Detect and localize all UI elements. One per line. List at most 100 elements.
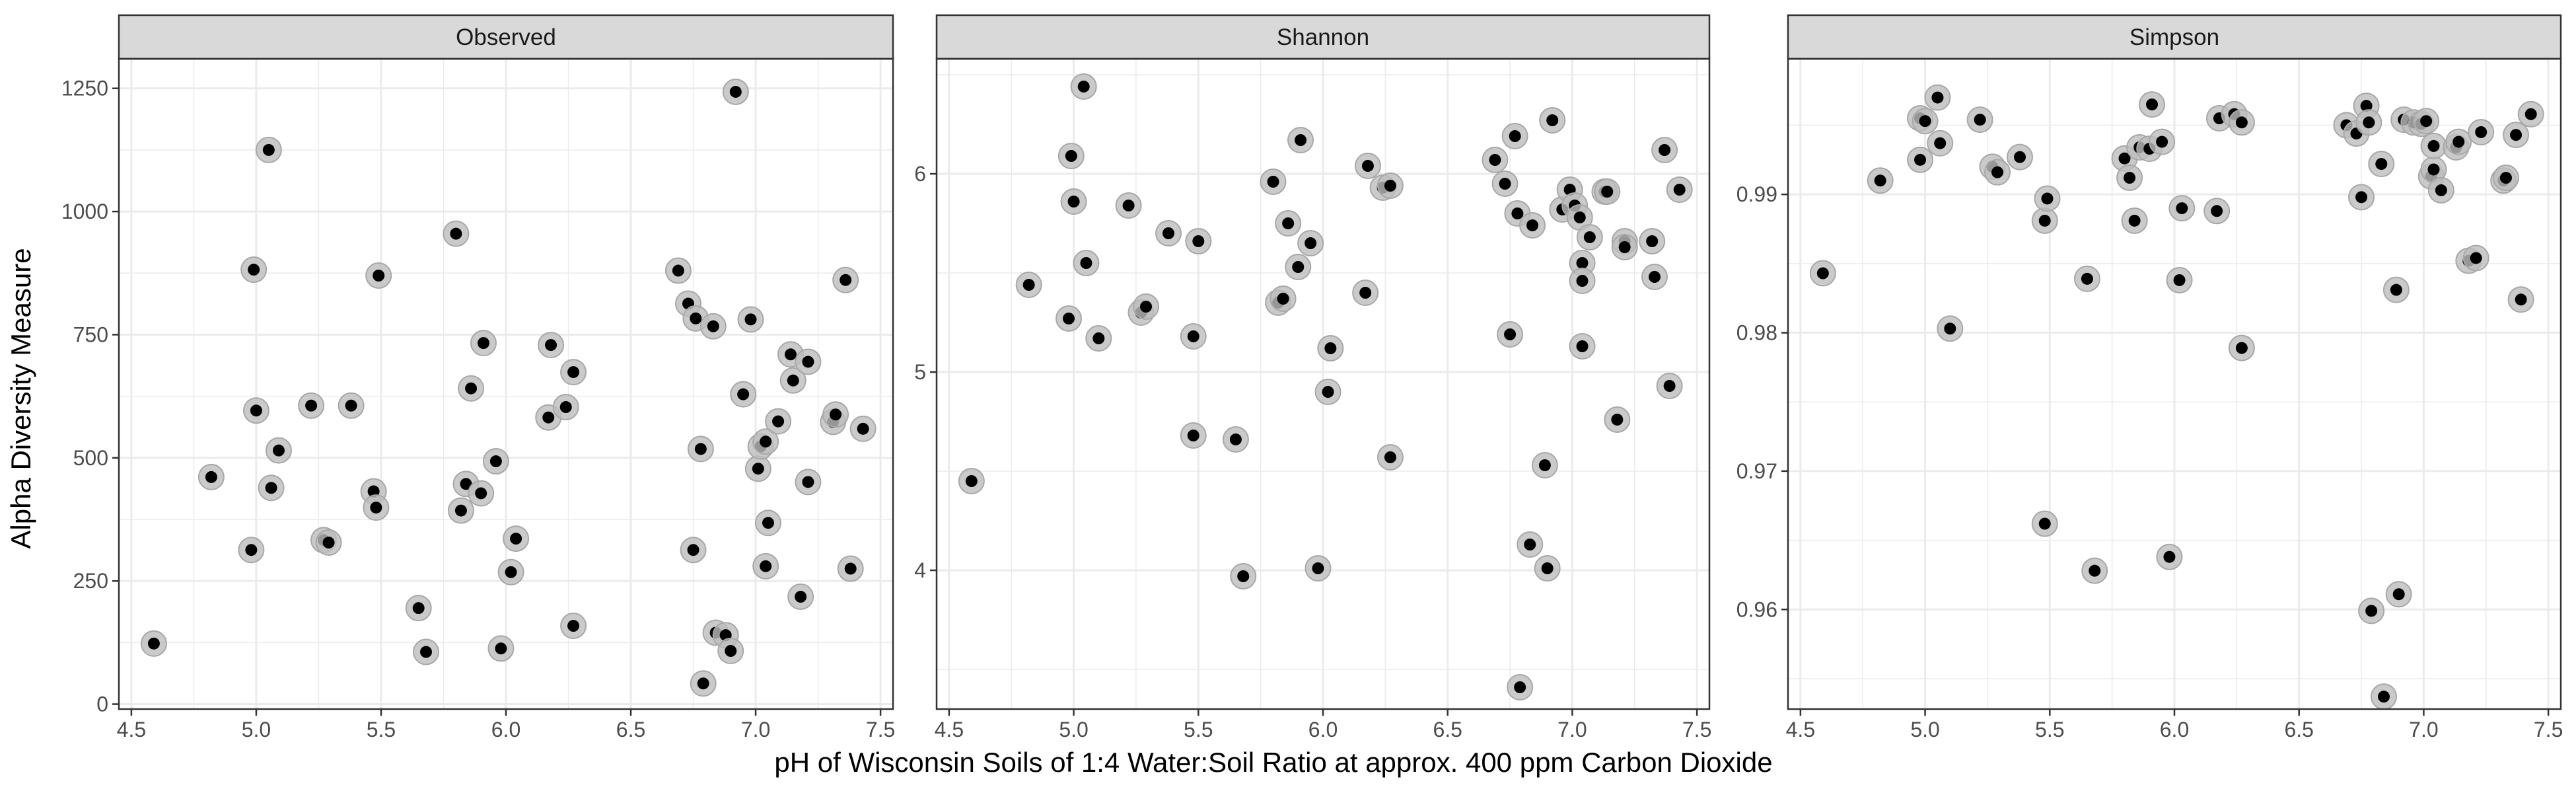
panel-title: Shannon — [1277, 24, 1369, 50]
data-point — [1526, 219, 1539, 231]
data-point — [1163, 227, 1174, 239]
data-point — [420, 646, 433, 658]
data-point — [345, 399, 357, 412]
y-tick-label: 0.99 — [1736, 182, 1777, 206]
data-point — [795, 591, 807, 603]
data-point — [1080, 257, 1092, 269]
x-tick-label: 6.5 — [616, 718, 645, 741]
data-point — [694, 443, 707, 455]
data-point — [1489, 154, 1501, 166]
data-point — [1063, 313, 1075, 324]
data-point — [787, 374, 799, 387]
data-point — [1618, 241, 1631, 253]
x-tick-label: 6.5 — [2284, 718, 2313, 741]
data-point — [1991, 166, 2004, 178]
data-point — [465, 382, 478, 395]
data-point — [1934, 137, 1947, 149]
data-point — [1874, 174, 1886, 187]
data-point — [542, 411, 555, 424]
data-point — [147, 637, 160, 650]
x-tick-label: 4.5 — [1786, 718, 1815, 741]
data-point — [687, 544, 699, 556]
data-point — [1065, 150, 1077, 162]
data-point — [1237, 570, 1250, 582]
data-point — [2176, 202, 2188, 215]
data-point — [760, 560, 772, 572]
data-point — [1541, 562, 1554, 574]
data-point — [1312, 562, 1324, 574]
data-point — [1974, 114, 1986, 126]
strip-background — [118, 14, 894, 60]
y-tick-label: 0.96 — [1736, 597, 1777, 621]
data-point — [772, 415, 785, 428]
data-point — [760, 435, 772, 448]
x-tick-label: 6.0 — [2160, 718, 2189, 741]
data-point — [248, 264, 260, 276]
x-tick-label: 7.0 — [741, 718, 770, 741]
panel-title: Simpson — [2129, 24, 2219, 50]
data-point — [690, 312, 702, 324]
data-point — [2163, 550, 2176, 563]
data-point — [1267, 176, 1279, 188]
data-point — [2211, 205, 2223, 217]
data-point — [2235, 342, 2248, 354]
y-axis-title: Alpha Diversity Measure — [5, 248, 36, 548]
data-point — [1192, 235, 1205, 247]
data-point — [762, 517, 774, 529]
data-point — [1576, 340, 1589, 352]
data-point — [2081, 272, 2093, 285]
data-point — [1229, 434, 1242, 445]
data-point — [477, 337, 489, 350]
data-point — [1187, 430, 1199, 441]
data-point — [1816, 267, 1829, 280]
data-point — [802, 356, 814, 368]
data-point — [205, 471, 217, 483]
data-point — [1305, 237, 1317, 249]
data-point — [2470, 252, 2482, 264]
data-point — [567, 620, 580, 632]
data-point — [1295, 134, 1307, 146]
y-tick-label: 250 — [73, 569, 108, 593]
y-tick-label: 750 — [73, 322, 108, 346]
data-point — [1573, 211, 1586, 223]
data-point — [1931, 91, 1944, 104]
data-point — [1646, 235, 1659, 247]
data-point — [1944, 322, 1956, 335]
data-point — [2235, 116, 2248, 129]
data-point — [2128, 214, 2141, 227]
data-point — [489, 455, 502, 468]
data-point — [2427, 163, 2440, 176]
data-point — [1914, 153, 1927, 166]
data-point — [2378, 691, 2390, 703]
data-point — [454, 504, 467, 517]
data-point — [2363, 116, 2375, 129]
data-point — [1509, 130, 1521, 142]
y-tick-label: 4 — [914, 558, 926, 582]
data-point — [370, 502, 382, 514]
data-point — [2515, 293, 2527, 306]
data-point — [1648, 271, 1661, 283]
y-tick-label: 0.98 — [1736, 321, 1777, 345]
data-point — [802, 476, 814, 488]
data-point — [545, 339, 557, 352]
data-point — [1292, 261, 1305, 273]
data-point — [1611, 414, 1624, 426]
data-point — [1546, 114, 1559, 126]
data-point — [2146, 98, 2159, 111]
x-tick-label: 7.0 — [1557, 718, 1587, 741]
data-point — [250, 404, 262, 417]
data-point — [672, 264, 684, 277]
data-point — [1511, 208, 1524, 219]
data-point — [1514, 681, 1526, 693]
data-point — [2427, 139, 2440, 152]
x-tick-label: 5.0 — [1059, 718, 1088, 741]
data-point — [752, 463, 764, 475]
data-point — [1324, 342, 1337, 354]
y-tick-label: 1250 — [61, 77, 108, 100]
data-point — [1282, 217, 1295, 229]
data-point — [725, 645, 737, 658]
data-point — [495, 642, 507, 655]
data-point — [1022, 279, 1035, 291]
data-point — [697, 677, 709, 690]
